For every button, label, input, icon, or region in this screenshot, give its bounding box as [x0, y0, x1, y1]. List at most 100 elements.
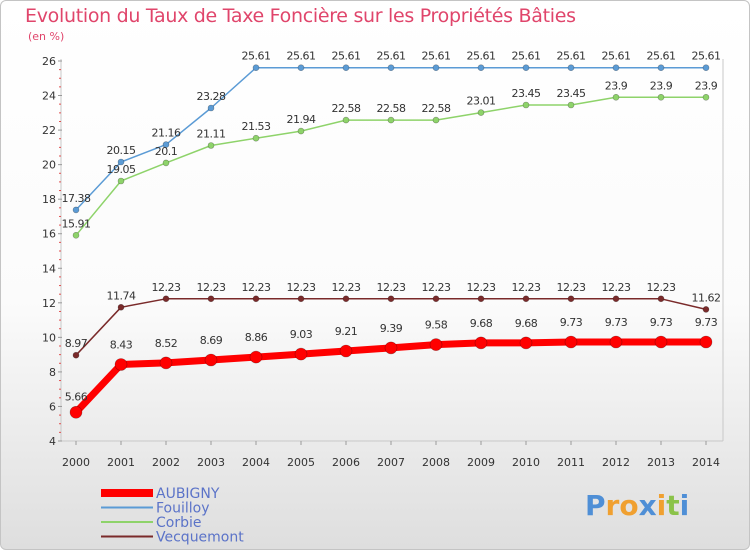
- data-point-corbie: [432, 116, 440, 124]
- data-point-vecquemont: [252, 295, 260, 303]
- y-tick-label: 8: [49, 366, 56, 379]
- data-label-vecquemont: 12.23: [197, 281, 226, 294]
- data-point-aubigny: [339, 344, 353, 358]
- data-label-vecquemont: 11.74: [107, 289, 136, 302]
- x-tick-label: 2002: [152, 456, 180, 469]
- data-label-fouilloy: 25.61: [242, 50, 271, 63]
- data-point-fouilloy: [342, 64, 350, 71]
- x-tick-label: 2004: [242, 456, 270, 469]
- data-label-fouilloy: 25.61: [602, 50, 631, 63]
- logo-letter: i: [656, 489, 667, 522]
- data-label-fouilloy: 25.61: [422, 50, 451, 63]
- data-point-corbie: [72, 232, 80, 239]
- data-label-corbie: 23.9: [605, 79, 628, 92]
- data-point-corbie: [297, 127, 305, 135]
- data-label-corbie: 23.9: [695, 79, 718, 92]
- legend-label-aubigny: AUBIGNY: [156, 486, 220, 502]
- data-label-corbie: 22.58: [377, 102, 406, 115]
- x-tick-label: 2014: [692, 456, 720, 469]
- x-tick-label: 2012: [602, 456, 630, 469]
- x-tick-label: 2001: [107, 456, 135, 469]
- data-point-vecquemont: [657, 295, 665, 303]
- x-tick-label: 2003: [197, 456, 225, 469]
- data-label-aubigny: 8.69: [200, 334, 223, 347]
- y-tick-label: 4: [49, 435, 56, 448]
- data-label-vecquemont: 12.23: [557, 281, 586, 294]
- data-point-corbie: [567, 101, 575, 109]
- data-label-corbie: 22.58: [422, 102, 451, 115]
- data-label-vecquemont: 12.23: [602, 281, 631, 294]
- data-point-fouilloy: [657, 64, 665, 71]
- data-label-fouilloy: 25.61: [557, 50, 586, 63]
- x-tick-label: 2008: [422, 456, 450, 469]
- data-label-corbie: 19.05: [107, 163, 136, 176]
- data-point-vecquemont: [567, 295, 575, 303]
- data-point-fouilloy: [252, 64, 260, 71]
- data-point-aubigny: [294, 347, 308, 361]
- data-label-corbie: 20.1: [155, 145, 178, 158]
- data-point-corbie: [702, 94, 710, 101]
- data-point-aubigny: [159, 356, 173, 370]
- data-point-aubigny: [609, 335, 623, 349]
- legend-label-corbie: Corbie: [156, 515, 202, 531]
- data-point-vecquemont: [432, 295, 440, 303]
- y-tick-label: 18: [42, 193, 56, 206]
- y-tick-label: 16: [42, 228, 56, 241]
- data-label-vecquemont: 12.23: [152, 281, 181, 294]
- y-tick-label: 24: [42, 90, 56, 103]
- data-point-vecquemont: [387, 295, 395, 303]
- data-label-aubigny: 9.73: [560, 316, 583, 329]
- logo-letter: o: [619, 489, 639, 522]
- data-label-aubigny: 9.73: [695, 316, 718, 329]
- data-label-vecquemont: 12.23: [422, 281, 451, 294]
- data-point-fouilloy: [477, 64, 485, 71]
- x-tick-label: 2010: [512, 456, 540, 469]
- data-label-fouilloy: 25.61: [287, 50, 316, 63]
- logo-letter: i: [679, 489, 690, 522]
- data-point-aubigny: [249, 350, 263, 364]
- data-label-fouilloy: 25.61: [692, 50, 721, 63]
- data-label-vecquemont: 12.23: [242, 281, 271, 294]
- data-point-vecquemont: [342, 295, 350, 303]
- data-point-fouilloy: [702, 64, 710, 71]
- data-point-corbie: [477, 109, 485, 116]
- data-point-aubigny: [429, 338, 443, 351]
- data-label-vecquemont: 12.23: [287, 281, 316, 294]
- chart-unit-label: (en %): [28, 30, 65, 43]
- data-label-vecquemont: 11.62: [692, 291, 721, 304]
- data-label-corbie: 23.45: [512, 87, 541, 100]
- data-point-fouilloy: [432, 64, 440, 71]
- data-point-vecquemont: [612, 295, 620, 303]
- data-label-vecquemont: 12.23: [377, 281, 406, 294]
- y-tick-label: 6: [49, 400, 56, 413]
- data-label-aubigny: 9.21: [335, 325, 358, 338]
- data-point-aubigny: [69, 405, 83, 419]
- data-point-aubigny: [564, 335, 578, 349]
- data-label-fouilloy: 20.15: [107, 144, 136, 157]
- data-point-vecquemont: [522, 295, 530, 303]
- data-label-vecquemont: 12.23: [332, 281, 361, 294]
- data-label-fouilloy: 23.28: [197, 90, 226, 103]
- data-label-fouilloy: 25.61: [467, 50, 496, 63]
- y-tick-label: 22: [42, 124, 56, 137]
- x-tick-label: 2013: [647, 456, 675, 469]
- data-label-corbie: 23.9: [650, 79, 673, 92]
- data-point-fouilloy: [387, 64, 395, 71]
- data-label-corbie: 23.01: [467, 95, 496, 108]
- x-tick-label: 2006: [332, 456, 360, 469]
- logo-letter: r: [605, 489, 620, 522]
- data-label-aubigny: 8.52: [155, 337, 178, 350]
- data-label-aubigny: 9.58: [425, 319, 448, 332]
- data-point-vecquemont: [207, 295, 215, 303]
- data-label-corbie: 21.94: [287, 113, 316, 126]
- data-label-corbie: 21.53: [242, 120, 271, 133]
- data-point-fouilloy: [567, 64, 575, 71]
- data-point-aubigny: [699, 335, 713, 349]
- data-point-aubigny: [114, 358, 128, 371]
- data-label-fouilloy: 25.61: [332, 50, 361, 63]
- data-point-corbie: [612, 94, 620, 101]
- x-tick-label: 2011: [557, 456, 585, 469]
- data-label-fouilloy: 21.16: [152, 127, 181, 140]
- chart-title: Evolution du Taux de Taxe Foncière sur l…: [25, 5, 576, 27]
